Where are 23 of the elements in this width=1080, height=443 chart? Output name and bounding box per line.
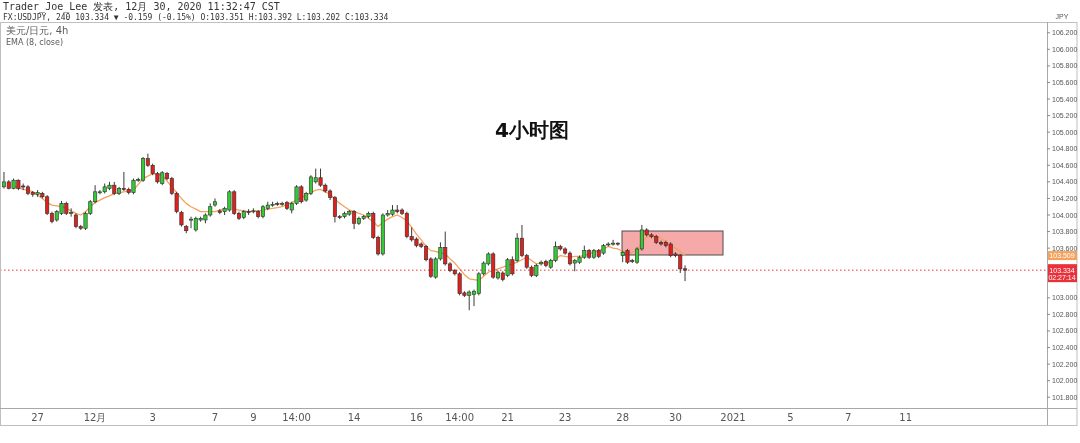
text: Trader_Joe_Lee 发表, 12月 30, 2020 11:32:47 CST bbox=[3, 1, 280, 13]
x-tick-label: 27 bbox=[31, 412, 44, 423]
candlestick bbox=[615, 241, 620, 247]
x-tick-label: 5 bbox=[787, 412, 794, 423]
x-tick-label: 30 bbox=[669, 412, 682, 423]
x-tick-label: 28 bbox=[616, 412, 630, 423]
x-tick-label: 21 bbox=[501, 412, 514, 423]
x-tick-label: 7 bbox=[211, 412, 219, 423]
annotation: 美元/日元, 4h bbox=[6, 25, 69, 36]
annotation: EMA (8, close) bbox=[6, 38, 63, 47]
x-tick-label: 11 bbox=[899, 412, 913, 423]
text: FX:USDJPY, 240 103.334 ▼ -0.159 (-0.15%) O:103.351 H:103.392 L:103.202 C:103.334 bbox=[3, 12, 389, 22]
x-tick-label: 9 bbox=[250, 412, 257, 423]
x-tick-label: 2021 bbox=[720, 412, 746, 423]
x-tick-label: 23 bbox=[558, 412, 572, 423]
x-tick-label: 3 bbox=[149, 412, 156, 423]
text: 4小时图 bbox=[495, 118, 569, 142]
x-tick-label: 14:00 bbox=[282, 412, 311, 423]
x-tick-label: 14:00 bbox=[445, 412, 475, 423]
x-tick-label: 7 bbox=[844, 412, 852, 423]
x-tick-label: 12月 bbox=[83, 412, 107, 423]
x-tick-label: 16 bbox=[410, 412, 423, 423]
x-tick-label: 14 bbox=[347, 412, 361, 423]
